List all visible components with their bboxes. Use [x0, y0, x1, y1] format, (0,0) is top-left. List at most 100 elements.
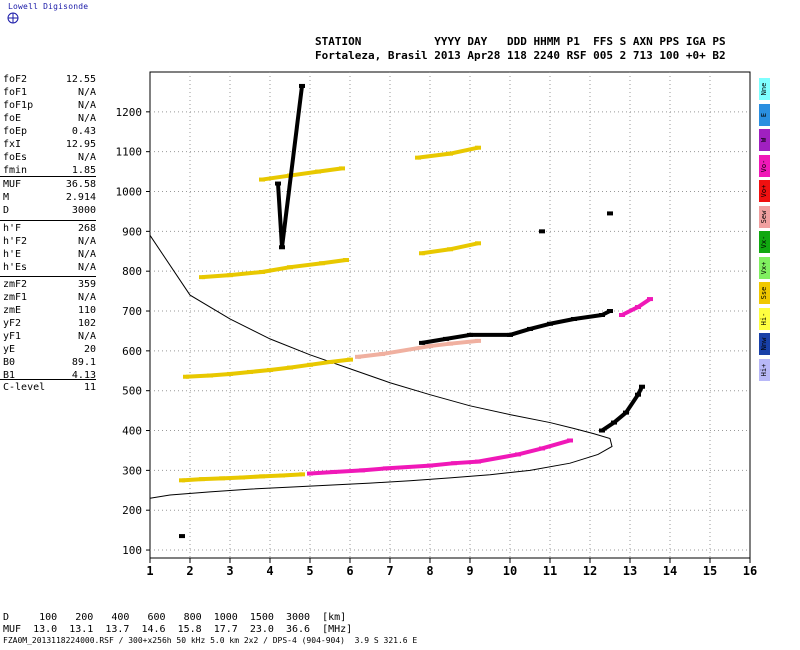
echo-point — [475, 145, 481, 150]
x-tick-label: 7 — [386, 564, 393, 578]
legend-tab-nne: Nne — [759, 78, 770, 100]
param-row-yf2: yF2 102 — [3, 318, 96, 331]
echo-trace-segment — [221, 475, 243, 481]
param-value: N/A — [77, 100, 96, 111]
legend-tab-label: Hi+ — [760, 363, 768, 376]
param-value: N/A — [77, 87, 96, 98]
legend-tab-label: Sew — [760, 210, 768, 223]
x-tick-label: 10 — [503, 564, 517, 578]
param-row-b1: B1 4.13 — [3, 370, 96, 383]
header-values: Fortaleza, Brasil 2013 Apr28 118 2240 RS… — [315, 49, 726, 62]
echo-trace-segment — [269, 365, 291, 372]
param-row-foe: foE N/A — [3, 113, 96, 126]
param-label: h'E — [3, 249, 22, 260]
echo-trace-segment — [229, 369, 251, 376]
echo-trace-segment — [201, 476, 223, 482]
legend-tab-label: Nne — [760, 82, 768, 96]
param-value: 36.58 — [65, 179, 96, 190]
echo-trace-segment — [289, 169, 319, 178]
param-label: M — [3, 192, 10, 203]
echo-trace-segment — [209, 371, 231, 378]
legend-tab-label: W — [760, 137, 768, 143]
echo-trace-segment — [529, 321, 551, 331]
echo-trace-segment — [309, 469, 335, 476]
param-row-h-e: h'E N/A — [3, 249, 96, 262]
echo-trace-segment — [321, 258, 347, 266]
x-tick-label: 6 — [346, 564, 353, 578]
legend-tab-label: Vo- — [760, 159, 768, 172]
echo-point — [343, 258, 349, 263]
legend-tab-label: E — [760, 112, 768, 117]
legend-tab-voplus: Vo+ — [759, 180, 770, 202]
y-tick-label: 500 — [122, 385, 142, 398]
echo-trace-segment — [429, 461, 455, 468]
x-tick-label: 13 — [623, 564, 637, 578]
echo-trace-segment — [449, 241, 479, 252]
param-label: zmF1 — [3, 292, 28, 303]
legend-tab-label: Nnw — [760, 337, 768, 351]
param-row-zmf2: zmF2 359 — [3, 279, 96, 292]
echo-trace-segment — [289, 261, 323, 270]
param-row-fof1p: foF1p N/A — [3, 100, 96, 113]
param-value: 89.1 — [71, 357, 96, 368]
digisonde-logo-icon — [7, 12, 19, 24]
param-value: N/A — [77, 152, 96, 163]
param-label: C-level — [3, 382, 46, 393]
param-label: foEp — [3, 126, 28, 137]
echo-point — [539, 229, 545, 234]
param-value: 110 — [77, 305, 96, 316]
legend-tab-nnw: Nnw — [759, 333, 770, 355]
echo-trace-segment — [381, 344, 431, 357]
param-value: 359 — [77, 279, 96, 290]
echo-point — [567, 438, 573, 443]
y-tick-label: 700 — [122, 305, 142, 318]
param-row-foes: foEs N/A — [3, 152, 96, 165]
x-tick-label: 15 — [703, 564, 717, 578]
brand-label: Lowell Digisonde — [8, 2, 89, 11]
param-value: 11 — [83, 382, 96, 393]
param-value: 268 — [77, 223, 96, 234]
param-divider — [0, 176, 96, 177]
legend-tab-sse: Sse — [759, 282, 770, 304]
x-tick-label: 12 — [583, 564, 597, 578]
legend-tab-label: Vx- — [760, 235, 768, 249]
param-label: h'F — [3, 223, 22, 234]
x-tick-label: 14 — [663, 564, 677, 578]
param-label: zmE — [3, 305, 22, 316]
param-label: MUF — [3, 179, 22, 190]
echo-point — [639, 384, 645, 389]
legend-tab-label: Vx+ — [760, 261, 768, 274]
param-label: B1 — [3, 370, 16, 381]
param-row-ye: yE 20 — [3, 344, 96, 357]
x-tick-label: 5 — [306, 564, 313, 578]
echo-trace-segment — [421, 336, 447, 345]
param-value: N/A — [77, 249, 96, 260]
echo-trace-segment — [477, 452, 519, 464]
echo-trace-segment — [445, 332, 471, 341]
param-value: 102 — [77, 318, 96, 329]
echo-trace-segment — [449, 338, 479, 346]
echo-trace-segment — [541, 438, 571, 451]
echo-trace-segment — [357, 352, 383, 359]
param-row-d: D 3000 — [3, 205, 96, 218]
y-tick-label: 200 — [122, 504, 142, 517]
param-divider — [0, 379, 96, 380]
legend-tab-himinus: Hi- — [759, 307, 770, 330]
param-label: yF1 — [3, 331, 22, 342]
param-row-b0: B0 89.1 — [3, 357, 96, 370]
param-value: N/A — [77, 262, 96, 273]
echo-trace-segment — [289, 362, 311, 370]
echo-trace-segment — [185, 373, 211, 379]
echo-point — [299, 83, 305, 88]
echo-point — [179, 534, 185, 539]
param-row-h-f2: h'F2 N/A — [3, 236, 96, 249]
echo-point — [607, 211, 613, 216]
param-value: 3000 — [71, 205, 96, 216]
param-row-fxi: fxI 12.95 — [3, 139, 96, 152]
param-divider — [0, 276, 96, 277]
param-label: h'Es — [3, 262, 28, 273]
echo-trace-segment — [421, 247, 451, 256]
echo-point — [647, 297, 653, 302]
param-label: foF1p — [3, 100, 34, 111]
